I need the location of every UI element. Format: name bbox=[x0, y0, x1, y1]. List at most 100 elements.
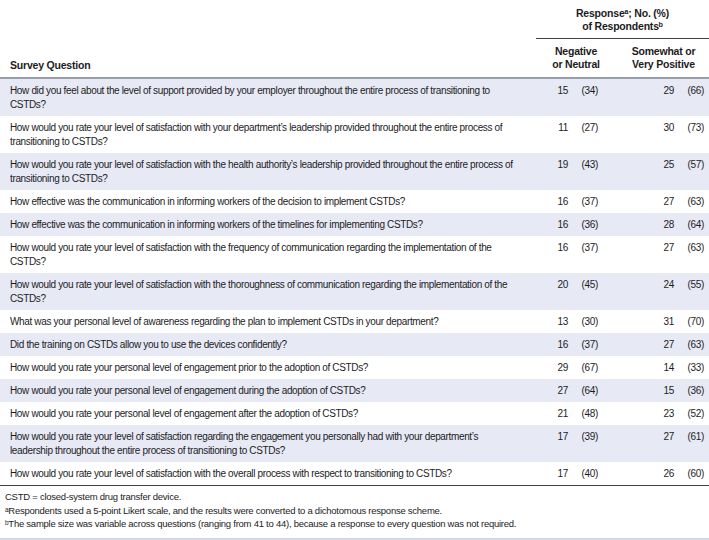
negative-count: 16 bbox=[546, 241, 568, 255]
column-header-survey-question: Survey Question bbox=[0, 0, 536, 77]
table-row: How would you rate your personal level o… bbox=[0, 379, 709, 402]
table-row: Did the training on CSTDs allow you to u… bbox=[0, 333, 709, 356]
response-values: 17 (40) 26 (60) bbox=[536, 462, 709, 485]
table-row: How would you rate your level of satisfa… bbox=[0, 153, 709, 190]
negative-percent: (64) bbox=[568, 384, 598, 398]
negative-or-neutral-value: 16 (37) bbox=[546, 338, 598, 352]
negative-or-neutral-value: 20 (45) bbox=[546, 278, 598, 292]
somewhat-or-very-positive-value: 24 (55) bbox=[652, 278, 704, 292]
response-values: 29 (67) 14 (33) bbox=[536, 356, 709, 379]
positive-percent: (64) bbox=[674, 218, 704, 232]
table-row: How effective was the communication in i… bbox=[0, 190, 709, 213]
survey-question-text: How would you rate your level of satisfa… bbox=[0, 273, 536, 310]
survey-question-text: How would you rate your level of satisfa… bbox=[0, 116, 536, 153]
table-body: How did you feel about the level of supp… bbox=[0, 77, 709, 485]
negative-or-neutral-value: 16 (36) bbox=[546, 218, 598, 232]
response-values: 21 (48) 23 (52) bbox=[536, 402, 709, 425]
negative-count: 19 bbox=[546, 158, 568, 172]
negative-count: 16 bbox=[546, 218, 568, 232]
table-row: How effective was the communication in i… bbox=[0, 213, 709, 236]
negative-count: 13 bbox=[546, 315, 568, 329]
positive-percent: (70) bbox=[674, 315, 704, 329]
survey-question-text: Did the training on CSTDs allow you to u… bbox=[0, 333, 536, 356]
negative-percent: (37) bbox=[568, 338, 598, 352]
somewhat-or-very-positive-value: 27 (63) bbox=[652, 338, 704, 352]
negative-count: 17 bbox=[546, 430, 568, 444]
positive-percent: (60) bbox=[674, 467, 704, 481]
footnote-a: ᵃRespondents used a 5-point Likert scale… bbox=[5, 504, 709, 518]
somewhat-or-very-positive-value: 31 (70) bbox=[652, 315, 704, 329]
spanner-header-response: Responseᵃ; No. (%) of Respondentsᵇ bbox=[536, 7, 709, 39]
survey-question-text: How did you feel about the level of supp… bbox=[0, 79, 536, 116]
negative-percent: (30) bbox=[568, 315, 598, 329]
negative-count: 29 bbox=[546, 361, 568, 375]
survey-question-text: How effective was the communication in i… bbox=[0, 190, 536, 213]
negative-count: 17 bbox=[546, 467, 568, 481]
somewhat-or-very-positive-value: 23 (52) bbox=[652, 407, 704, 421]
negative-or-neutral-value: 29 (67) bbox=[546, 361, 598, 375]
negative-or-neutral-value: 15 (34) bbox=[546, 84, 598, 98]
response-values: 16 (37) 27 (63) bbox=[536, 236, 709, 273]
negative-or-neutral-value: 27 (64) bbox=[546, 384, 598, 398]
positive-count: 26 bbox=[652, 467, 674, 481]
positive-percent: (33) bbox=[674, 361, 704, 375]
somewhat-or-very-positive-value: 27 (63) bbox=[652, 195, 704, 209]
table-header: Survey Question Responseᵃ; No. (%) of Re… bbox=[0, 0, 709, 77]
response-values: 16 (37) 27 (63) bbox=[536, 333, 709, 356]
response-values: 20 (45) 24 (55) bbox=[536, 273, 709, 310]
table-row: How did you feel about the level of supp… bbox=[0, 79, 709, 116]
table-footnotes: CSTD = closed-system drug transfer devic… bbox=[0, 485, 709, 531]
survey-results-table: Survey Question Responseᵃ; No. (%) of Re… bbox=[0, 0, 709, 540]
survey-question-text: How would you rate your personal level o… bbox=[0, 379, 536, 402]
positive-percent: (66) bbox=[674, 84, 704, 98]
survey-question-text: How would you rate your level of satisfa… bbox=[0, 236, 536, 273]
response-values: 16 (36) 28 (64) bbox=[536, 213, 709, 236]
somewhat-or-very-positive-value: 25 (57) bbox=[652, 158, 704, 172]
table-row: What was your personal level of awarenes… bbox=[0, 310, 709, 333]
table-row: How would you rate your level of satisfa… bbox=[0, 462, 709, 485]
positive-count: 27 bbox=[652, 338, 674, 352]
survey-question-text: How would you rate your level of satisfa… bbox=[0, 462, 536, 485]
response-values: 13 (30) 31 (70) bbox=[536, 310, 709, 333]
somewhat-or-very-positive-value: 29 (66) bbox=[652, 84, 704, 98]
table-row: How would you rate your personal level o… bbox=[0, 402, 709, 425]
somewhat-or-very-positive-value: 14 (33) bbox=[652, 361, 704, 375]
column-header-somewhat-or-very-positive: Somewhat or Very Positive bbox=[621, 45, 706, 71]
response-values: 19 (43) 25 (57) bbox=[536, 153, 709, 190]
positive-percent: (63) bbox=[674, 195, 704, 209]
somewhat-or-very-positive-value: 15 (36) bbox=[652, 384, 704, 398]
negative-count: 27 bbox=[546, 384, 568, 398]
sub-column-headers: Negative or Neutral Somewhat or Very Pos… bbox=[536, 39, 709, 77]
negative-percent: (67) bbox=[568, 361, 598, 375]
negative-count: 21 bbox=[546, 407, 568, 421]
response-values: 17 (39) 27 (61) bbox=[536, 425, 709, 462]
positive-percent: (57) bbox=[674, 158, 704, 172]
negative-percent: (37) bbox=[568, 195, 598, 209]
positive-percent: (73) bbox=[674, 121, 704, 135]
positive-percent: (55) bbox=[674, 278, 704, 292]
negative-or-neutral-value: 17 (40) bbox=[546, 467, 598, 481]
negative-count: 16 bbox=[546, 338, 568, 352]
table-row: How would you rate your level of satisfa… bbox=[0, 425, 709, 462]
response-columns-header: Responseᵃ; No. (%) of Respondentsᵇ Negat… bbox=[536, 0, 709, 77]
negative-or-neutral-value: 17 (39) bbox=[546, 430, 598, 444]
response-values: 11 (27) 30 (73) bbox=[536, 116, 709, 153]
survey-question-text: What was your personal level of awarenes… bbox=[0, 310, 536, 333]
survey-question-text: How effective was the communication in i… bbox=[0, 213, 536, 236]
survey-question-text: How would you rate your personal level o… bbox=[0, 402, 536, 425]
survey-question-text: How would you rate your level of satisfa… bbox=[0, 153, 536, 190]
positive-count: 24 bbox=[652, 278, 674, 292]
negative-or-neutral-value: 19 (43) bbox=[546, 158, 598, 172]
positive-count: 27 bbox=[652, 430, 674, 444]
negative-or-neutral-value: 13 (30) bbox=[546, 315, 598, 329]
table-row: How would you rate your personal level o… bbox=[0, 356, 709, 379]
negative-count: 16 bbox=[546, 195, 568, 209]
negative-percent: (40) bbox=[568, 467, 598, 481]
negative-percent: (36) bbox=[568, 218, 598, 232]
positive-percent: (36) bbox=[674, 384, 704, 398]
footnote-abbreviation: CSTD = closed-system drug transfer devic… bbox=[5, 490, 709, 504]
negative-percent: (34) bbox=[568, 84, 598, 98]
table-row: How would you rate your level of satisfa… bbox=[0, 236, 709, 273]
positive-count: 14 bbox=[652, 361, 674, 375]
positive-count: 28 bbox=[652, 218, 674, 232]
